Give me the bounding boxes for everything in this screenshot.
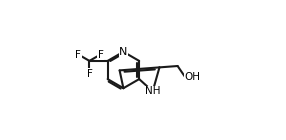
Text: OH: OH [185, 72, 201, 81]
Text: F: F [86, 69, 92, 79]
Text: F: F [98, 50, 104, 60]
Text: NH: NH [145, 86, 160, 96]
Text: N: N [119, 47, 128, 57]
Text: F: F [76, 50, 81, 60]
